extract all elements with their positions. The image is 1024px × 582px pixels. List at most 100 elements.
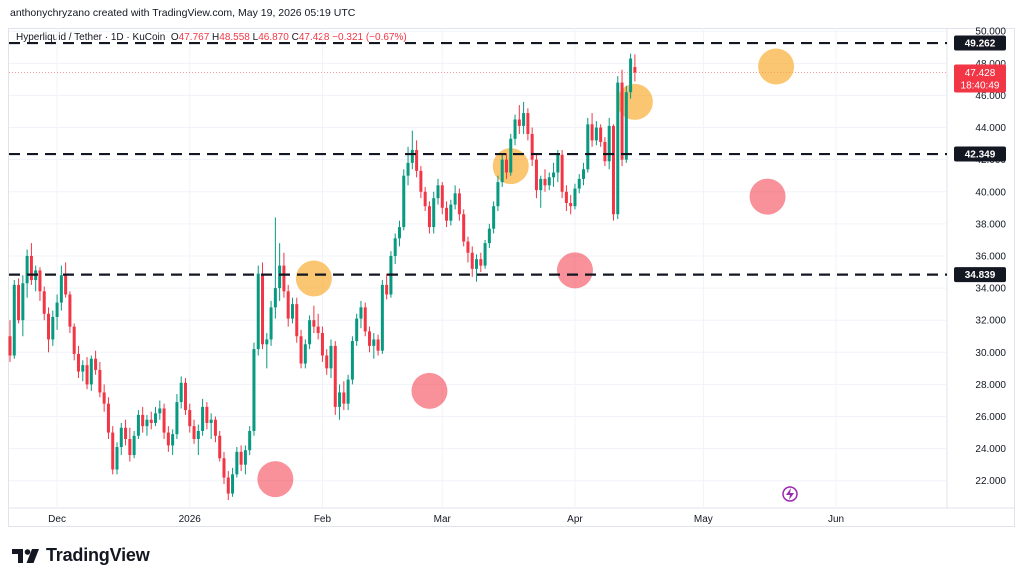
- candle-body: [453, 193, 457, 205]
- candle-body: [261, 273, 265, 345]
- candle-body: [47, 313, 51, 340]
- candle-body: [564, 191, 568, 203]
- candle-body: [192, 426, 196, 439]
- high-value: 48.558: [219, 32, 250, 43]
- candle-body: [179, 382, 183, 403]
- candle-body: [530, 133, 534, 160]
- candle-body: [29, 255, 33, 281]
- candle-body: [560, 154, 564, 192]
- open-label: O: [170, 32, 179, 43]
- candle-body: [607, 125, 611, 162]
- candle-body: [124, 427, 128, 439]
- candle-body: [162, 408, 166, 433]
- candle-body: [402, 175, 406, 228]
- candle-body: [154, 413, 158, 423]
- candle-body: [633, 67, 637, 73]
- candle-body: [64, 275, 68, 295]
- candle-body: [231, 474, 235, 494]
- candle-body: [312, 320, 316, 327]
- last-price-label: 47.428: [965, 68, 996, 79]
- candle-body: [329, 345, 333, 369]
- candle-body: [171, 434, 175, 446]
- event-bolt-glyph: [786, 488, 794, 500]
- candle-body: [55, 302, 59, 317]
- candle-body: [235, 451, 239, 475]
- chart-pane[interactable]: [8, 28, 1015, 527]
- price-tick-label: 28.000: [975, 380, 1006, 391]
- candle-body: [290, 304, 294, 319]
- candle-body: [475, 259, 479, 269]
- price-tick-label: 46.000: [975, 91, 1006, 102]
- price-tick-label: 38.000: [975, 219, 1006, 230]
- candle-body: [590, 124, 594, 141]
- candle-body: [166, 432, 170, 446]
- price-tick-label: 26.000: [975, 412, 1006, 423]
- candle-body: [145, 419, 149, 427]
- candle-body: [594, 127, 598, 141]
- candle-body: [582, 169, 586, 179]
- candle-body: [368, 331, 372, 346]
- candle-body: [466, 241, 470, 253]
- candle-body: [128, 438, 132, 456]
- candle-body: [372, 339, 376, 346]
- candle-body: [303, 344, 307, 364]
- candle-body: [380, 284, 384, 351]
- candle-body: [196, 430, 200, 439]
- candle-body: [98, 369, 102, 393]
- candle-body: [342, 392, 346, 404]
- candle-body: [243, 450, 247, 465]
- candle-body: [252, 349, 256, 431]
- candle-body: [273, 288, 277, 308]
- high-label: H: [212, 32, 220, 43]
- candle-body: [457, 193, 461, 215]
- candle-body: [487, 228, 491, 244]
- candle-body: [427, 206, 431, 228]
- candle-body: [68, 294, 72, 327]
- candle-body: [436, 185, 440, 199]
- candle-body: [603, 141, 607, 162]
- candle-body: [188, 410, 192, 427]
- price-tick-label: 48.000: [975, 59, 1006, 70]
- candle-body: [218, 435, 222, 459]
- candle-body: [496, 182, 500, 207]
- candle-body: [320, 333, 324, 356]
- candle-body: [611, 125, 615, 215]
- candle-body: [102, 392, 106, 404]
- resistance-marker-3: [758, 48, 795, 85]
- candle-body: [355, 318, 359, 342]
- candle-body: [449, 204, 453, 221]
- time-tick-label: Mar: [434, 514, 452, 525]
- candle-body: [522, 113, 526, 126]
- price-tick-label: 44.000: [975, 123, 1006, 134]
- candle-body: [183, 382, 187, 411]
- chart-credit: anthonychryzano created with TradingView…: [10, 7, 356, 19]
- candle-body: [269, 307, 273, 340]
- candle-body: [547, 177, 551, 186]
- candle-body: [239, 451, 243, 465]
- price-tick-label: 32.000: [975, 316, 1006, 327]
- candle-body: [616, 82, 620, 215]
- candle-body: [393, 238, 397, 256]
- time-tick-label: Jun: [828, 514, 844, 525]
- candle-body: [333, 345, 337, 407]
- candle-body: [376, 339, 380, 351]
- level-tag: [954, 146, 1006, 162]
- candle-body: [569, 202, 573, 207]
- resistance-marker-0: [295, 260, 332, 297]
- tradingview-brand[interactable]: TradingView: [12, 545, 150, 566]
- price-tick-label: 34.000: [975, 284, 1006, 295]
- candle-body: [534, 159, 538, 191]
- candle-body: [209, 419, 213, 423]
- candle-body: [42, 291, 46, 314]
- close-value: 47.428: [298, 32, 330, 43]
- candle-body: [599, 127, 603, 142]
- change-value: −0.321 (−0.67%): [332, 32, 407, 43]
- close-label: C: [291, 32, 299, 43]
- last-price-tag: [954, 64, 1006, 93]
- candle-body: [51, 316, 55, 340]
- time-tick-label: 2026: [179, 514, 202, 525]
- candle-body: [226, 477, 230, 494]
- candle-body: [256, 273, 260, 350]
- candle-body: [513, 119, 517, 139]
